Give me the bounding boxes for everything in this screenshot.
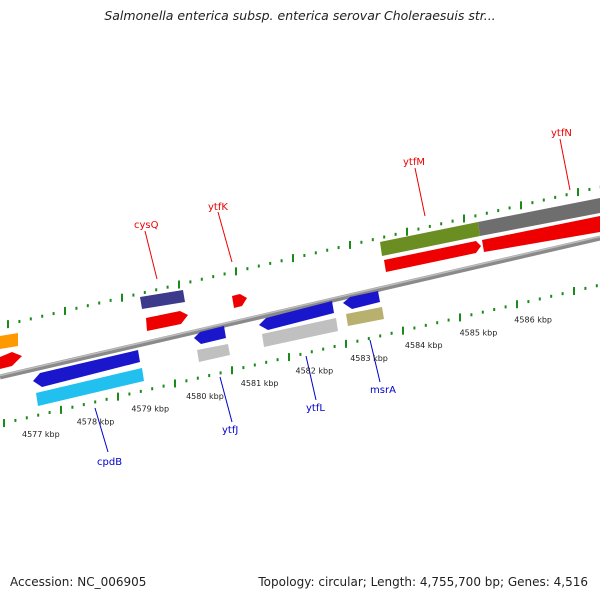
- tick-label: 4583 kbp: [350, 354, 388, 363]
- tick-label: 4582 kbp: [296, 367, 334, 376]
- gene-label-cysq[interactable]: cysQ: [134, 220, 159, 231]
- gene-feature[interactable]: [343, 291, 380, 309]
- gene-label-ytfn[interactable]: ytfN: [551, 128, 572, 139]
- accession-text: Accession: NC_006905: [10, 575, 147, 589]
- tick-label: 4584 kbp: [405, 341, 443, 350]
- gene-feature[interactable]: [232, 294, 247, 308]
- features: [0, 198, 600, 406]
- genome-backbone-highlight: [0, 235, 600, 377]
- tick-label: 4585 kbp: [460, 328, 498, 337]
- genome-backbone: [0, 235, 600, 380]
- gene-feature[interactable]: [197, 344, 230, 362]
- gene-feature[interactable]: [262, 318, 338, 347]
- tick-label: 4577 kbp: [22, 430, 60, 439]
- tick-label: 4586 kbp: [514, 316, 552, 325]
- map-title: Salmonella enterica subsp. enterica sero…: [104, 8, 496, 23]
- gene-label-msra[interactable]: msrA: [370, 385, 396, 396]
- gene-label-ytfl[interactable]: ytfL: [306, 403, 325, 414]
- label-leaders: [94, 138, 571, 453]
- gene-label-cpdb[interactable]: cpdB: [97, 457, 122, 468]
- gene-label-ytfj[interactable]: ytfJ: [222, 425, 238, 436]
- gene-feature[interactable]: [259, 301, 334, 330]
- tick-label: 4579 kbp: [131, 405, 169, 414]
- gene-labels: cysQ ytfK ytfM ytfN cpdB ytfJ ytfL msrA: [97, 128, 572, 468]
- gene-feature[interactable]: [36, 368, 144, 406]
- tick-label: 4578 kbp: [77, 417, 115, 426]
- gene-feature[interactable]: [146, 311, 188, 331]
- gene-feature[interactable]: [482, 216, 600, 252]
- scale-rails: [3, 185, 600, 428]
- gene-feature[interactable]: [346, 307, 384, 326]
- gene-feature[interactable]: [0, 333, 18, 349]
- gene-label-ytfk[interactable]: ytfK: [208, 202, 228, 213]
- gene-feature[interactable]: [194, 326, 226, 344]
- gene-feature[interactable]: [380, 222, 480, 256]
- tick-label: 4580 kbp: [186, 392, 224, 401]
- tick-label: 4581 kbp: [241, 379, 279, 388]
- genome-summary: Topology: circular; Length: 4,755,700 bp…: [258, 575, 588, 589]
- gene-feature[interactable]: [0, 352, 22, 369]
- gene-feature[interactable]: [384, 241, 481, 272]
- gene-feature[interactable]: [140, 290, 185, 309]
- gene-feature[interactable]: [33, 350, 140, 387]
- gene-label-ytfm[interactable]: ytfM: [403, 157, 425, 168]
- tick-labels: 4577 kbp 4578 kbp 4579 kbp 4580 kbp 4581 kbp…: [22, 316, 552, 439]
- gene-feature[interactable]: [478, 198, 600, 236]
